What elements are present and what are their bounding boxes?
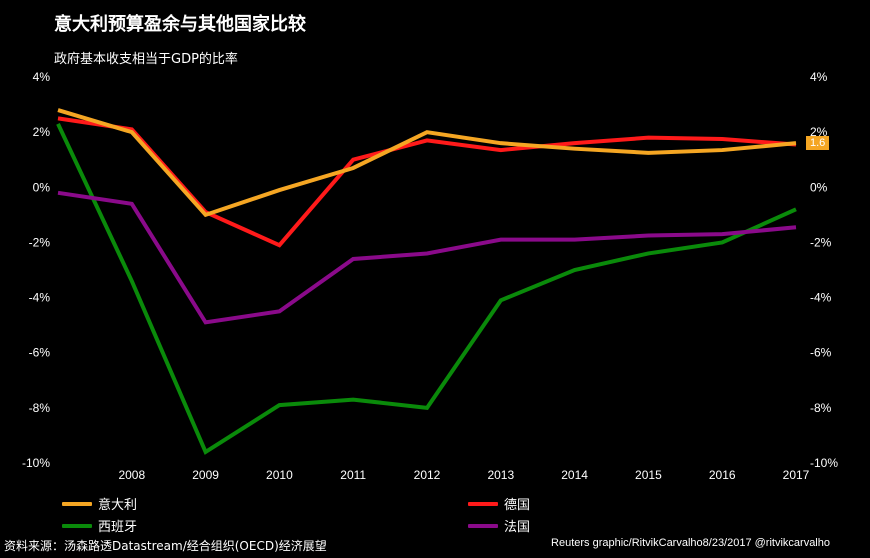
x-tick-label: 2012 [414,468,441,482]
legend-item: 德国 [468,494,530,513]
series-line-2 [56,123,797,455]
y-tick-label-right: -6% [810,346,832,360]
chart-subtitle: 政府基本收支相当于GDP的比率 [54,52,238,67]
y-axis-left: 4% 2% 0% -2% -4% -6% -8% -10% [22,70,50,470]
chart-title: 意大利预算盈余与其他国家比较 [54,14,306,35]
y-tick-label-left: -8% [29,401,51,415]
legend-swatch [468,523,498,528]
legend-label: 西班牙 [98,520,138,535]
x-tick-label: 2013 [487,468,514,482]
y-tick-label-right: -10% [810,456,838,470]
legend-label: 德国 [504,498,531,513]
legend-label: 意大利 [98,498,138,513]
y-tick-label-right: 4% [810,70,828,84]
x-tick-label: 2014 [561,468,588,482]
y-tick-label-right: 2% [810,125,828,139]
x-tick-label: 2016 [709,468,736,482]
legend-swatch [62,523,92,528]
x-tick-label: 2017 [783,468,810,482]
series-lines [56,108,797,455]
legend-swatch [62,501,92,506]
x-tick-label: 2010 [266,468,293,482]
x-axis: 2008 2009 2010 2011 2012 2013 2014 2015 2016 2017 [118,468,809,482]
x-tick-label: 2011 [340,468,366,482]
y-tick-label-right: -2% [810,235,832,249]
y-tick-label-left: -6% [29,346,51,360]
legend-label: 法国 [504,520,531,535]
series-line-1 [57,116,797,248]
source-note: 资料来源：汤森路透Datastream/经合组织(OECD)经济展望 [4,539,327,553]
series-line-0 [57,108,797,218]
legend-swatch [468,501,498,506]
y-tick-label-left: -4% [29,291,51,305]
series-line-3 [57,190,797,325]
legend-item: 西班牙 [62,516,137,535]
y-tick-label-right: -4% [810,291,832,305]
y-tick-label-right: -8% [810,401,832,415]
y-tick-label-left: 2% [33,125,51,139]
y-tick-label-right: 0% [810,180,828,194]
y-tick-label-left: 0% [33,180,51,194]
credit-note: Reuters graphic/RitvikCarvalho8/23/2017 … [551,537,830,549]
legend-item: 意大利 [62,494,137,513]
y-tick-label-left: 4% [33,70,51,84]
x-tick-label: 2008 [118,468,145,482]
y-tick-label-left: -10% [22,456,50,470]
x-tick-label: 2009 [192,468,219,482]
legend-item: 法国 [468,516,530,535]
x-tick-label: 2015 [635,468,662,482]
italy-end-value-label: 1.6 [806,136,830,150]
y-axis-right: 4% 2% 0% -2% -4% -6% -8% -10% [810,70,838,470]
y-tick-label-left: -2% [29,235,51,249]
